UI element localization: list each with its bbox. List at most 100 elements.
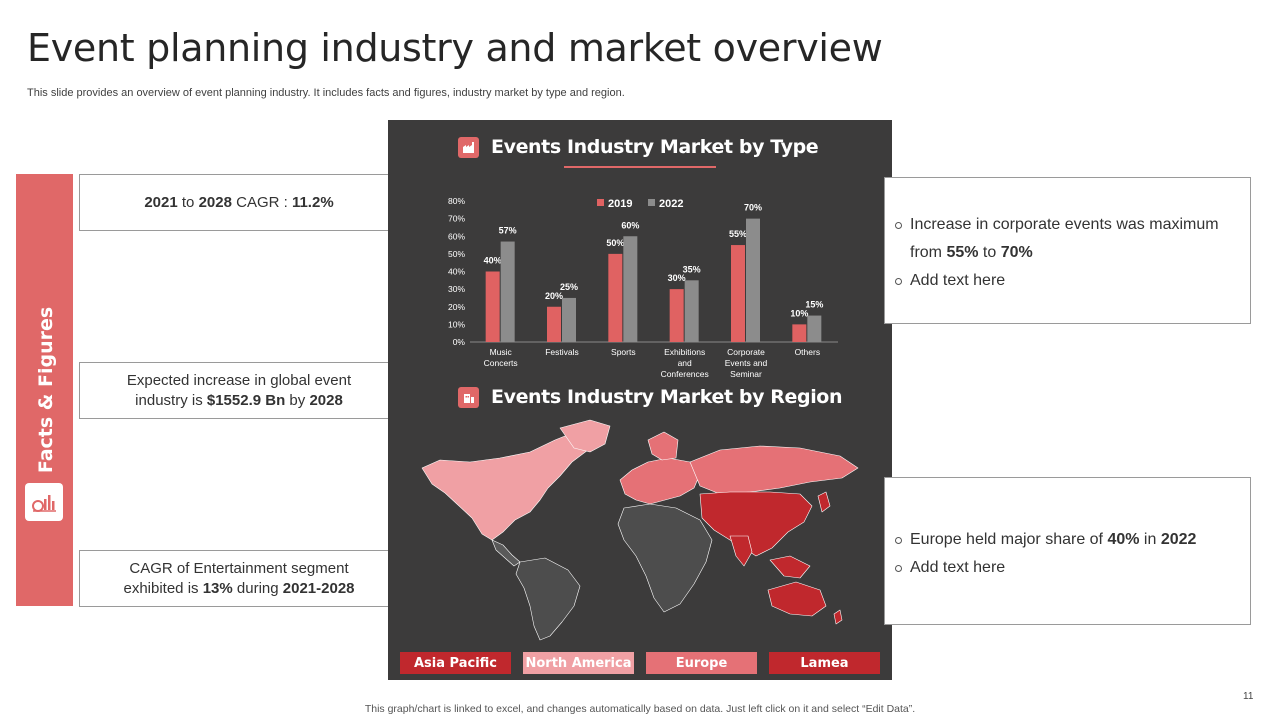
note-europe-label: Europe held major share of <box>910 531 1108 548</box>
note-corporate-from: from <box>910 244 947 261</box>
category-label: Conferences <box>661 369 709 379</box>
bar-2022 <box>500 241 515 342</box>
category-label: Exhibitions <box>664 347 705 357</box>
y-tick-label: 80% <box>448 196 465 206</box>
bar-2019 <box>608 253 623 342</box>
type-heading-text: Events Industry Market by Type <box>491 136 819 158</box>
category-label: Music <box>490 347 513 357</box>
bar-2019 <box>669 289 684 342</box>
category-label: Others <box>795 347 821 357</box>
legend-label: 2022 <box>659 198 683 210</box>
type-heading: Events Industry Market by Type <box>458 136 819 158</box>
map-south-america <box>515 557 581 641</box>
note-corporate-end-value: 70% <box>1000 244 1033 261</box>
page-number: 11 <box>1243 691 1254 702</box>
fact-global-value: $1552.9 Bn <box>206 391 286 409</box>
y-tick-label: 50% <box>448 249 465 259</box>
fact-cagr-label: CAGR : <box>231 193 292 211</box>
legend-swatch-2019 <box>597 199 604 206</box>
fact-global-by: by <box>285 391 310 409</box>
fact-cagr-end: 2028 <box>198 193 232 211</box>
bullet-icon <box>895 565 902 572</box>
note-corporate-to: to <box>978 244 1001 261</box>
fact-cagr-start: 2021 <box>144 193 178 211</box>
fact-global-prefix: industry is <box>135 391 207 409</box>
y-tick-label: 0% <box>453 337 466 347</box>
note-europe-year: 2022 <box>1160 531 1197 548</box>
map-europe <box>619 457 701 505</box>
bar-2019 <box>792 324 807 342</box>
bar-2022 <box>807 315 822 342</box>
fact-cagr: 2021 to 2028 CAGR : 11.2% <box>79 174 399 231</box>
chart-icon <box>25 483 63 521</box>
bar-2019 <box>731 245 745 342</box>
page-title: Event planning industry and market overv… <box>27 26 883 70</box>
type-heading-underline <box>564 166 716 168</box>
map-africa <box>617 503 713 613</box>
map-southeast-asia <box>769 555 811 579</box>
data-label: 25% <box>560 282 578 292</box>
bar-2022 <box>562 297 576 342</box>
fact-ent-line1: CAGR of Entertainment segment <box>129 560 349 577</box>
note-corporate-line1: Increase in corporate events was maximum <box>910 216 1219 233</box>
data-label: 35% <box>683 264 701 274</box>
facts-side-band <box>16 174 73 606</box>
fact-global-line1: Expected increase in global event <box>126 372 352 389</box>
note-corporate-start-value: 55% <box>946 244 979 261</box>
data-label: 60% <box>621 220 639 230</box>
category-label: Sports <box>611 347 636 357</box>
fact-ent-prefix: exhibited is <box>123 579 203 597</box>
map-russia <box>689 445 859 495</box>
legend-label: 2019 <box>608 198 632 210</box>
data-label: 15% <box>805 300 823 310</box>
category-label: Concerts <box>484 358 518 368</box>
data-label: 20% <box>545 291 563 301</box>
map-new-zealand <box>833 609 843 625</box>
fact-cagr-value: 11.2% <box>291 193 334 211</box>
building-icon <box>458 386 479 408</box>
region-asia-pacific[interactable]: Asia Pacific <box>400 652 511 674</box>
bar-2022 <box>746 218 760 342</box>
y-tick-label: 40% <box>448 267 465 277</box>
bullet-icon <box>895 537 902 544</box>
y-tick-label: 30% <box>448 284 465 294</box>
fact-ent-value: 13% <box>202 579 233 597</box>
bar-2019 <box>485 271 500 342</box>
note-europe-add-text[interactable]: Add text here <box>910 559 1006 576</box>
note-europe-in: in <box>1139 531 1161 548</box>
note-europe-share: Europe held major share of 40% in 2022 A… <box>884 477 1251 625</box>
category-label: and <box>678 358 692 368</box>
region-lamea[interactable]: Lamea <box>769 652 880 674</box>
y-tick-label: 10% <box>448 319 465 329</box>
bullet-icon <box>895 222 902 229</box>
data-label: 50% <box>606 238 624 248</box>
note-europe-value: 40% <box>1107 531 1140 548</box>
map-australia <box>767 581 827 617</box>
factory-icon <box>458 136 479 158</box>
region-north-america[interactable]: North America <box>523 652 634 674</box>
note-corporate-events: Increase in corporate events was maximum… <box>884 177 1251 324</box>
data-label: 30% <box>668 273 686 283</box>
map-japan <box>817 491 831 513</box>
map-north-america <box>421 431 591 541</box>
map-greenland <box>559 419 611 453</box>
fact-global-increase: Expected increase in global event indust… <box>79 362 399 419</box>
region-europe[interactable]: Europe <box>646 652 757 674</box>
fact-entertainment-cagr: CAGR of Entertainment segment exhibited … <box>79 550 399 607</box>
footer-note: This graph/chart is linked to excel, and… <box>364 703 916 715</box>
region-heading-text: Events Industry Market by Region <box>491 386 843 408</box>
page-subtitle: This slide provides an overview of event… <box>27 87 625 99</box>
map-central-america <box>491 539 521 567</box>
y-tick-label: 20% <box>448 302 465 312</box>
note-corporate-add-text[interactable]: Add text here <box>910 272 1006 289</box>
map-scandinavia <box>647 431 679 461</box>
category-label: Seminar <box>730 369 762 379</box>
category-label: Corporate <box>727 347 765 357</box>
fact-ent-period: 2021-2028 <box>282 579 355 597</box>
fact-global-year: 2028 <box>309 391 343 409</box>
bar-2022 <box>684 280 699 342</box>
map-asia <box>699 491 813 557</box>
region-heading: Events Industry Market by Region <box>458 386 842 408</box>
map-india <box>729 535 753 567</box>
